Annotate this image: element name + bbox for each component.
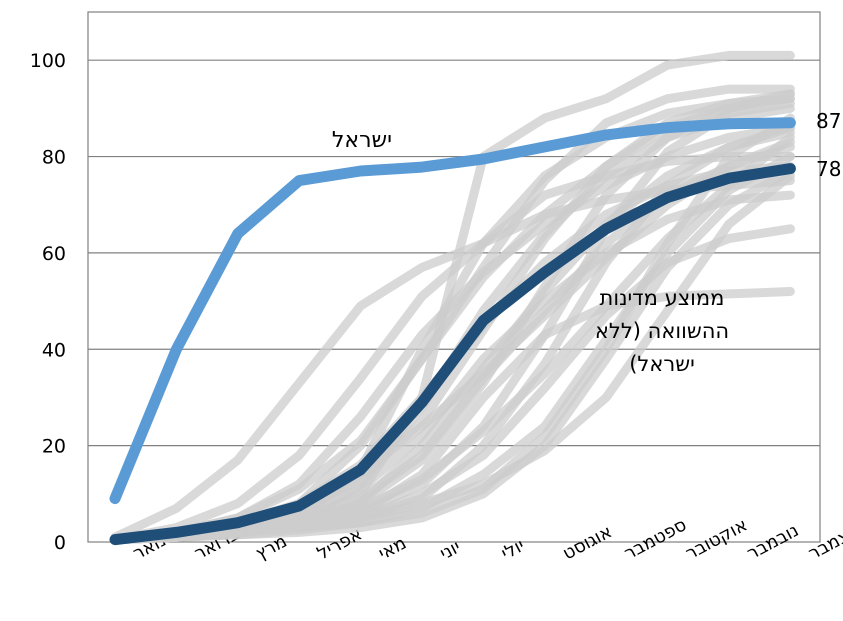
y-axis-tick-labels: 0 20 40 60 80 100 xyxy=(30,50,66,554)
average-end-value-label: 78 xyxy=(816,157,841,181)
israel-series-line xyxy=(109,117,796,505)
y-tick-label: 20 xyxy=(42,436,66,458)
y-tick-label: 40 xyxy=(42,339,66,361)
israel-end-value-label: 87 xyxy=(816,109,841,133)
highlighted-series xyxy=(109,117,796,546)
average-series-label-line-1: ממוצע מדינות xyxy=(600,286,725,310)
y-tick-label: 0 xyxy=(54,532,66,554)
annotations: ישראל ממוצע מדינות ההשוואה (ללא ישראל) 8… xyxy=(332,109,842,376)
average-series-label-line-3: ישראל) xyxy=(629,352,695,376)
average-series-line xyxy=(109,163,796,546)
comparison-country-line xyxy=(110,171,795,545)
israel-series-label: ישראל xyxy=(332,128,392,153)
y-tick-label: 60 xyxy=(42,243,66,265)
y-tick-label: 100 xyxy=(30,50,66,72)
average-series-label-line-2: ההשוואה (ללא xyxy=(595,319,729,343)
y-tick-label: 80 xyxy=(42,147,66,169)
